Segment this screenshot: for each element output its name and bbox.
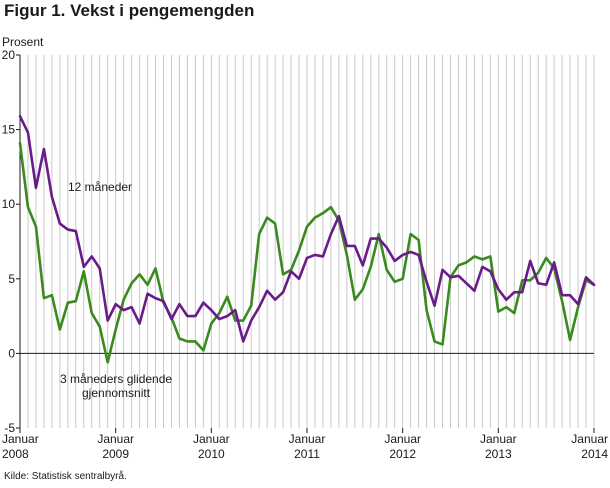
annotation-12-maneder: 12 måneder [68,180,132,194]
x-tick-label-month: Januar [193,432,230,446]
y-tick-label: 20 [2,48,16,62]
x-tick-label-month: Januar [2,432,39,446]
gridlines [27,55,595,428]
x-tick-label-year: 2011 [294,447,320,461]
annotation-3m-line1: 3 måneders glidende [60,372,172,386]
x-tick-label-year: 2014 [581,447,608,461]
x-tick-label-year: 2012 [389,447,416,461]
x-tick-label-year: 2008 [2,447,29,461]
x-tick-label-year: 2010 [198,447,225,461]
x-tick-label-month: Januar [384,432,421,446]
y-tick-label: 15 [2,123,16,137]
x-tick-label-year: 2009 [102,447,129,461]
x-tick-label-month: Januar [571,432,608,446]
chart-title: Figur 1. Vekst i pengemengden [4,1,255,20]
y-axis-label: Prosent [2,35,44,49]
x-tick-label-month: Januar [97,432,134,446]
x-tick-label-year: 2013 [485,447,512,461]
x-tick-label-month: Januar [480,432,517,446]
x-tick-label-month: Januar [289,432,326,446]
series-line-12-maneder [18,114,596,343]
source-note: Kilde: Statistisk sentralbyrå. [4,471,127,482]
series-line-3m-glidende [18,141,596,364]
y-tick-label: -5 [4,421,15,435]
y-tick-label: 10 [2,197,16,211]
axis-labels: -505101520Januar2008Januar2009Januar2010… [2,48,609,461]
y-tick-label: 0 [8,346,15,360]
series-lines [18,114,596,364]
y-tick-label: 5 [8,272,15,286]
annotation-3m-line2: gjennomsnitt [82,386,151,400]
